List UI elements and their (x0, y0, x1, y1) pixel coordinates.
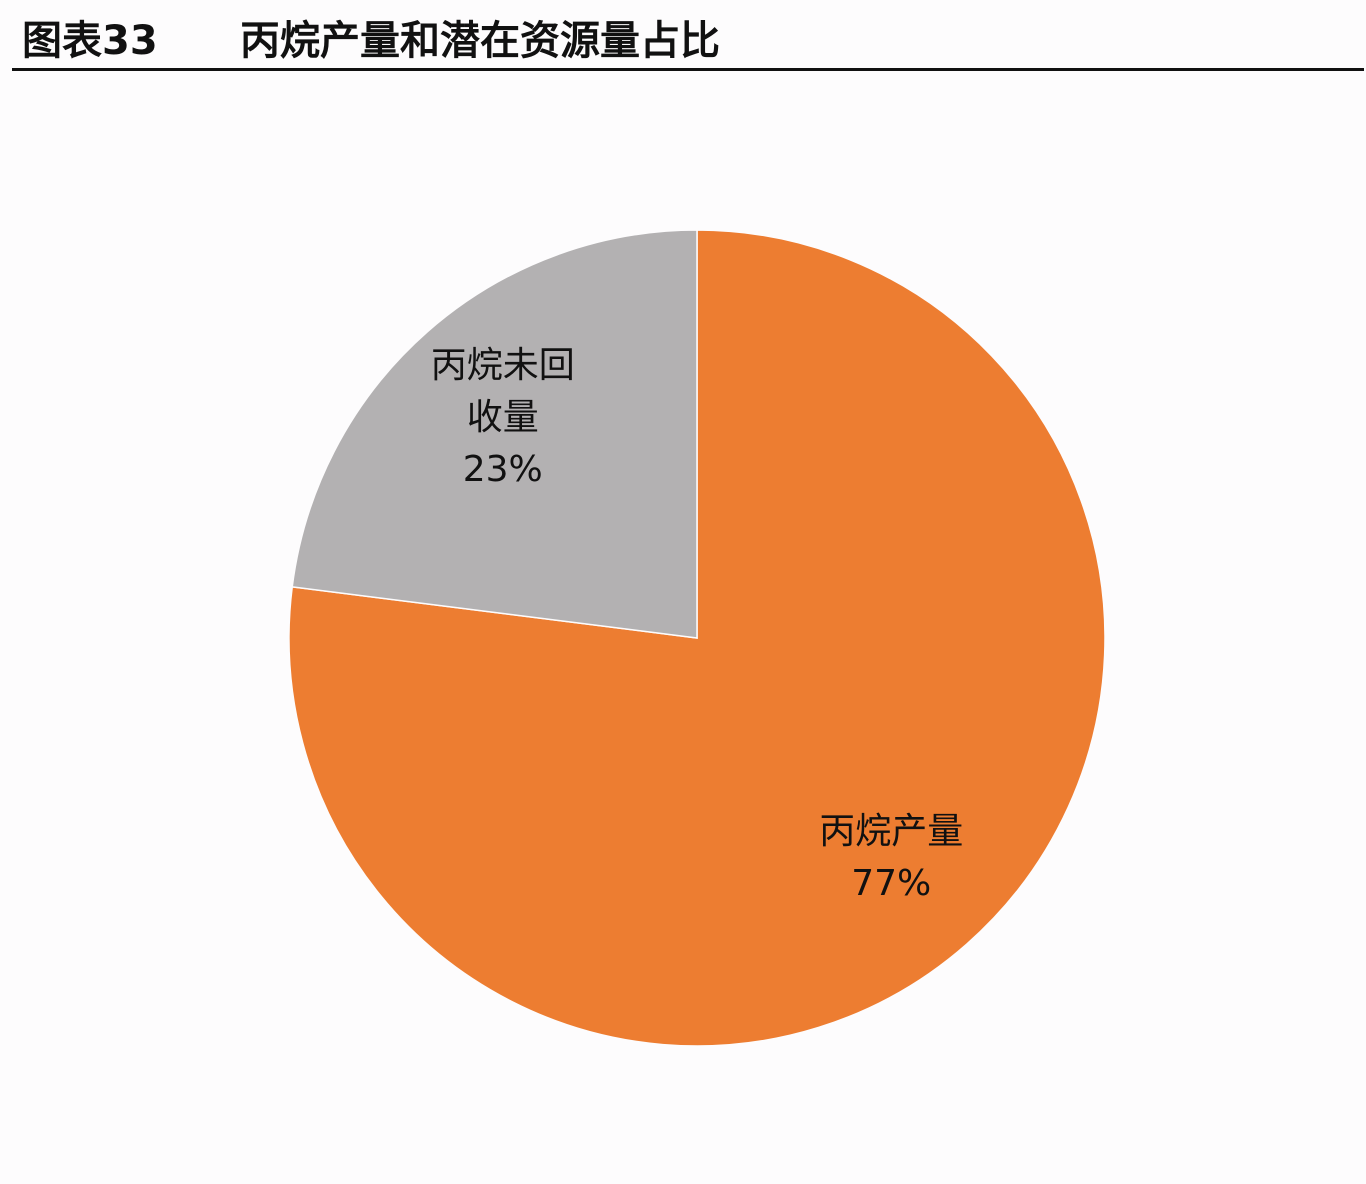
slice-label: 丙烷未回收量 23% (428, 340, 578, 496)
value-label: 23% (462, 448, 543, 490)
pie-slice (288, 229, 1106, 1047)
category-label: 丙烷产量 (819, 811, 964, 853)
title-rule (12, 68, 1364, 71)
slice-label: 丙烷产量 77% (816, 806, 966, 910)
chart-title: 丙烷产量和潜在资源量占比 (240, 18, 720, 64)
pie-slice (291, 229, 698, 639)
category-label: 丙烷未回收量 (430, 344, 575, 438)
figure-label: 图表33 (22, 18, 158, 64)
value-label: 77% (851, 863, 932, 905)
